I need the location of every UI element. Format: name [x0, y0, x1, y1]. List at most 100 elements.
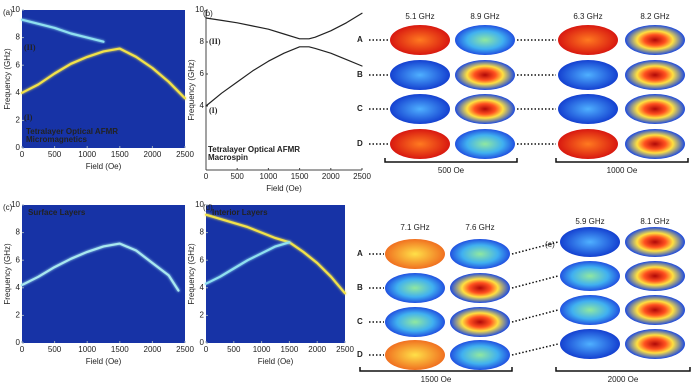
mode-map [455, 60, 515, 90]
x-tick-label: 1500 [291, 172, 309, 181]
row-label: B [357, 70, 363, 79]
annotation: (II) [209, 37, 221, 46]
y-tick-label: 2 [16, 311, 21, 320]
mode-map [558, 25, 618, 55]
y-axis-label: Frequency (GHz) [3, 243, 12, 305]
y-tick-label: 4 [200, 283, 205, 292]
x-tick-label: 2000 [144, 345, 162, 354]
field-label: 1000 Oe [607, 166, 638, 175]
row-label: A [357, 35, 363, 44]
mode-map [625, 60, 685, 90]
x-axis-label: Field (Oe) [86, 162, 122, 171]
field-label: 2000 Oe [608, 375, 639, 384]
row-label: D [357, 350, 363, 359]
note: Macrospin [208, 153, 248, 162]
mode-map [390, 94, 450, 124]
mode-map [625, 329, 685, 359]
x-tick-label: 0 [204, 172, 209, 181]
row-label: C [357, 104, 363, 113]
series-line [20, 18, 105, 43]
series-line [205, 46, 363, 107]
annotation: (I) [209, 106, 218, 115]
mode-map [450, 273, 510, 303]
y-tick-label: 6 [200, 255, 205, 264]
frequency-label: 6.3 GHz [573, 12, 602, 21]
series-line [204, 213, 347, 295]
row-label: A [357, 249, 363, 258]
note: Tetralayer Optical AFMR [26, 127, 118, 136]
x-axis-label: Field (Oe) [258, 357, 294, 366]
plot-background [206, 10, 362, 170]
dotted-connector [511, 241, 559, 255]
row-label: B [357, 283, 363, 292]
mode-map [390, 129, 450, 159]
x-tick-label: 500 [227, 345, 241, 354]
y-tick-label: 8 [200, 228, 205, 237]
panel-label: (d) [203, 203, 213, 212]
x-tick-label: 1500 [281, 345, 299, 354]
panel-label: (a) [3, 8, 13, 17]
y-tick-label: 0 [200, 338, 205, 347]
y-tick-label: 0 [16, 338, 21, 347]
x-tick-label: 2500 [176, 150, 194, 159]
frequency-label: 5.9 GHz [575, 217, 604, 226]
x-tick-label: 2500 [176, 345, 194, 354]
field-bracket [384, 158, 518, 163]
x-tick-label: 1500 [111, 150, 129, 159]
dotted-connector [511, 275, 559, 289]
frequency-label: 7.6 GHz [465, 223, 494, 232]
y-tick-label: 8 [16, 33, 21, 42]
annotation: (I) [24, 113, 33, 122]
y-axis-label: Frequency (GHz) [187, 59, 196, 121]
mode-map [558, 129, 618, 159]
mode-map [625, 227, 685, 257]
series-line [204, 241, 291, 285]
x-tick-label: 500 [48, 345, 62, 354]
mode-map [455, 25, 515, 55]
mode-map [625, 261, 685, 291]
series-line [20, 242, 180, 292]
y-tick-label: 10 [195, 5, 204, 14]
y-tick-label: 2 [16, 116, 21, 125]
dotted-connector [511, 309, 559, 323]
mode-map [558, 94, 618, 124]
mode-map [625, 295, 685, 325]
mode-map [385, 239, 445, 269]
plot-background [22, 205, 185, 343]
panel-label: (c) [3, 203, 13, 212]
mode-map [560, 295, 620, 325]
mode-map [560, 227, 620, 257]
field-bracket [359, 367, 513, 372]
x-tick-label: 0 [20, 345, 25, 354]
y-tick-label: 10 [195, 200, 204, 209]
note: Surface Layers [28, 208, 86, 217]
mode-map [455, 129, 515, 159]
plot-background [22, 10, 185, 148]
dotted-connector [511, 343, 559, 356]
field-bracket [555, 158, 689, 163]
field-label: 1500 Oe [421, 375, 452, 384]
y-tick-label: 6 [200, 69, 205, 78]
note: Micromagnetics [26, 135, 87, 144]
y-axis-label: Frequency (GHz) [187, 243, 196, 305]
mode-map [625, 25, 685, 55]
y-axis-label: Frequency (GHz) [3, 48, 12, 110]
series-line [20, 47, 187, 100]
y-tick-label: 4 [200, 101, 205, 110]
note: Interior Layers [212, 208, 268, 217]
mode-map [450, 239, 510, 269]
x-tick-label: 1000 [253, 345, 271, 354]
frequency-label: 8.1 GHz [640, 217, 669, 226]
field-label: 500 Oe [438, 166, 465, 175]
frequency-label: 7.1 GHz [400, 223, 429, 232]
x-axis-label: Field (Oe) [86, 357, 122, 366]
y-tick-label: 10 [11, 200, 20, 209]
mode-map [450, 340, 510, 370]
x-tick-label: 1000 [78, 150, 96, 159]
y-tick-label: 4 [16, 283, 21, 292]
x-tick-label: 0 [20, 150, 25, 159]
x-tick-label: 500 [231, 172, 245, 181]
mode-map [385, 273, 445, 303]
mode-map [625, 129, 685, 159]
